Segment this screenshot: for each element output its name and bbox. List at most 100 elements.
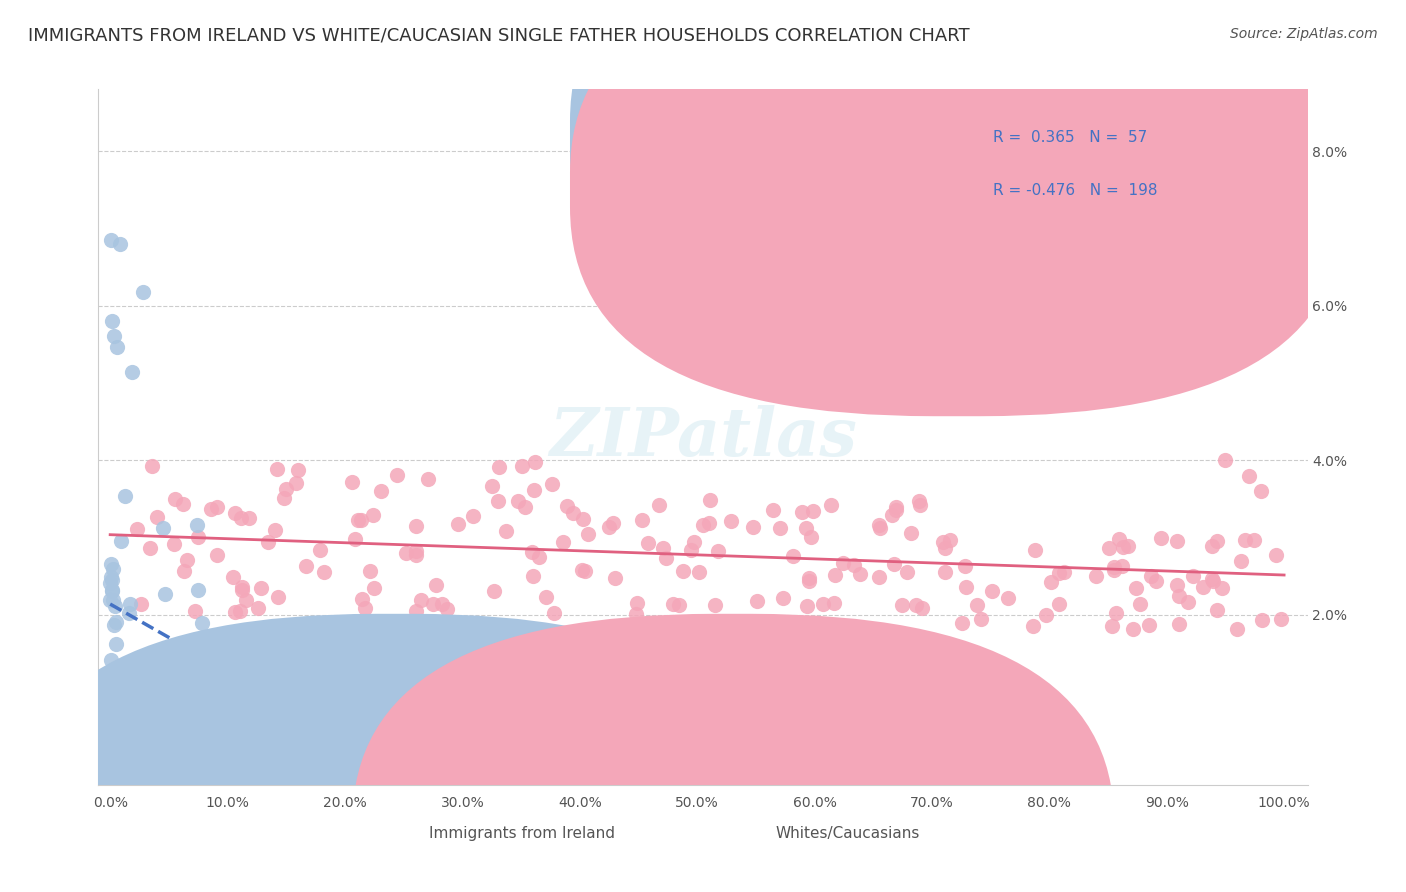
Point [100, 653, 122, 667]
Point [129, 597, 152, 611]
Point [571, 563, 593, 577]
Point [100, 583, 122, 598]
Point [100, 747, 122, 762]
Point [108, 236, 131, 251]
Point [602, 516, 624, 530]
Point [574, 565, 596, 579]
Point [911, 601, 934, 615]
Point [481, 478, 503, 492]
Point [790, 505, 813, 519]
Point [354, 600, 377, 615]
Point [1226, 622, 1249, 636]
Point [654, 550, 676, 565]
Point [488, 460, 510, 475]
Point [104, 745, 127, 759]
Point [904, 599, 927, 613]
Point [101, 583, 124, 598]
Point [187, 530, 209, 544]
FancyBboxPatch shape [569, 0, 1344, 417]
Point [1237, 468, 1260, 483]
Point [160, 731, 183, 746]
Point [626, 596, 648, 610]
Point [688, 565, 710, 579]
Point [953, 558, 976, 573]
Point [831, 556, 853, 570]
Point [132, 285, 155, 299]
Point [1140, 569, 1163, 583]
Point [359, 564, 381, 578]
Point [411, 593, 433, 607]
Point [524, 455, 547, 469]
Point [101, 736, 124, 750]
Point [104, 615, 127, 629]
Point [1250, 484, 1272, 499]
Point [823, 596, 845, 610]
Point [231, 582, 253, 597]
Point [100, 233, 122, 247]
Point [720, 514, 742, 528]
Point [704, 598, 727, 612]
Point [100, 593, 122, 607]
Point [347, 513, 370, 527]
Point [156, 714, 179, 729]
Point [187, 582, 209, 597]
Point [523, 483, 546, 497]
Point [745, 594, 768, 608]
Point [101, 574, 124, 588]
Point [896, 565, 918, 579]
Point [820, 498, 842, 512]
Point [605, 571, 627, 585]
Point [184, 706, 207, 721]
Point [966, 598, 988, 612]
Point [228, 604, 250, 618]
Point [1102, 559, 1125, 574]
Point [103, 328, 125, 343]
Point [405, 519, 427, 533]
Point [668, 598, 690, 612]
Point [884, 500, 907, 514]
Point [101, 717, 124, 731]
Point [235, 592, 257, 607]
Point [101, 562, 124, 576]
Point [950, 616, 973, 631]
Point [495, 524, 517, 538]
Point [868, 570, 890, 584]
Point [287, 462, 309, 476]
Point [100, 699, 122, 714]
Point [869, 520, 891, 534]
Point [1270, 612, 1292, 626]
Point [103, 599, 125, 613]
Point [631, 512, 654, 526]
Point [869, 517, 891, 532]
Point [104, 687, 127, 701]
Point [1047, 566, 1070, 580]
Point [534, 590, 557, 604]
Point [463, 508, 485, 523]
Point [844, 558, 866, 573]
Point [1022, 619, 1045, 633]
Point [1168, 616, 1191, 631]
Point [118, 607, 141, 621]
Point [1201, 572, 1223, 586]
Point [145, 509, 167, 524]
Point [104, 673, 127, 687]
Point [425, 577, 447, 591]
Point [136, 664, 159, 678]
Point [1234, 533, 1257, 548]
Point [1112, 540, 1135, 554]
Point [1211, 581, 1233, 595]
Point [648, 498, 671, 512]
Point [543, 606, 565, 620]
Point [1202, 574, 1225, 589]
Point [1264, 548, 1286, 562]
Point [1101, 619, 1123, 633]
Text: Whites/Caucasians: Whites/Caucasians [776, 826, 921, 841]
Point [224, 506, 246, 520]
Point [482, 583, 505, 598]
Point [1053, 565, 1076, 579]
Point [813, 597, 835, 611]
Point [127, 683, 149, 698]
Point [626, 607, 648, 621]
Point [387, 467, 409, 482]
Point [707, 544, 730, 558]
